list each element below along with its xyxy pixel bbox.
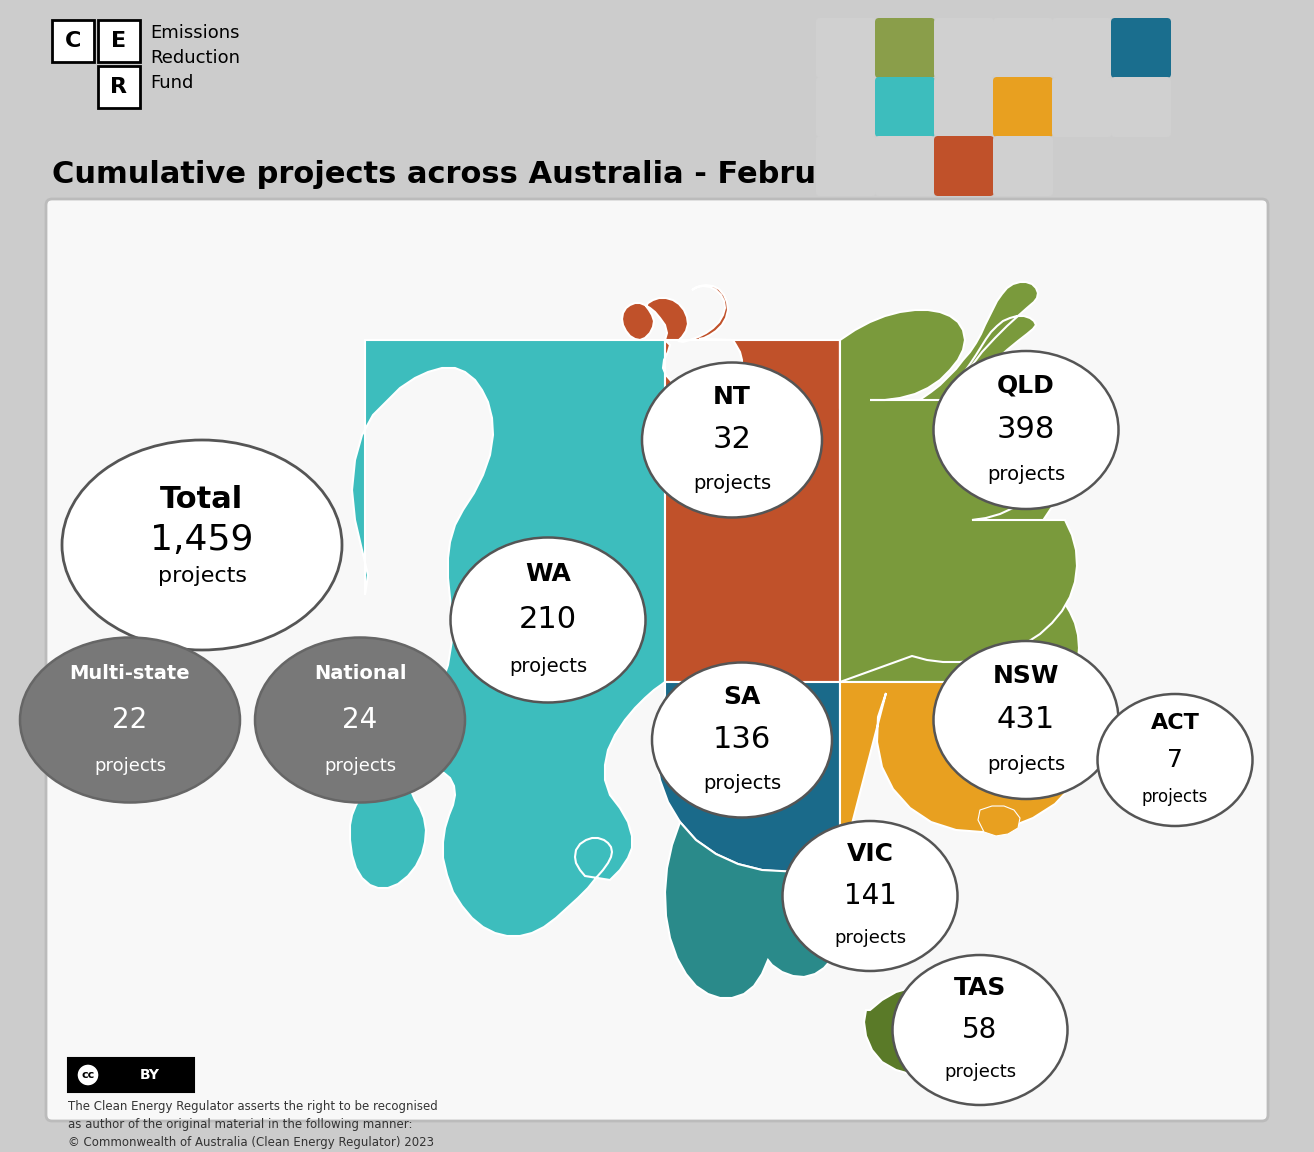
Bar: [99, 66, 141, 108]
Ellipse shape: [783, 821, 958, 971]
Text: Multi-state: Multi-state: [70, 665, 191, 683]
Text: projects: projects: [703, 774, 781, 793]
Text: WA: WA: [526, 562, 572, 586]
FancyBboxPatch shape: [934, 77, 993, 137]
Text: projects: projects: [987, 755, 1066, 774]
Text: TAS: TAS: [954, 976, 1007, 1000]
Text: 210: 210: [519, 606, 577, 635]
FancyBboxPatch shape: [1112, 77, 1171, 137]
FancyBboxPatch shape: [875, 77, 936, 137]
Text: 1,459: 1,459: [150, 523, 254, 558]
Ellipse shape: [892, 955, 1067, 1105]
Text: 7: 7: [1167, 748, 1183, 772]
FancyBboxPatch shape: [993, 136, 1053, 196]
FancyBboxPatch shape: [875, 136, 936, 196]
Ellipse shape: [933, 641, 1118, 799]
Text: 141: 141: [844, 882, 896, 910]
FancyBboxPatch shape: [1053, 18, 1112, 78]
Text: BY: BY: [141, 1068, 160, 1082]
FancyBboxPatch shape: [816, 18, 876, 78]
Polygon shape: [840, 282, 1084, 682]
Polygon shape: [840, 310, 1077, 682]
Ellipse shape: [255, 637, 465, 803]
Polygon shape: [665, 823, 840, 998]
Text: 22: 22: [113, 706, 147, 734]
Text: Total: Total: [160, 485, 243, 515]
Polygon shape: [840, 682, 1085, 870]
Text: E: E: [112, 31, 126, 51]
FancyBboxPatch shape: [46, 199, 1268, 1121]
Bar: [99, 20, 141, 62]
Text: cc: cc: [81, 1070, 95, 1081]
Text: 24: 24: [343, 706, 377, 734]
Text: 58: 58: [962, 1016, 997, 1044]
Text: 136: 136: [714, 726, 771, 755]
Polygon shape: [978, 806, 1020, 836]
Text: R: R: [110, 77, 127, 97]
Bar: [53, 20, 95, 62]
Polygon shape: [656, 682, 840, 872]
FancyBboxPatch shape: [816, 136, 876, 196]
Ellipse shape: [451, 538, 645, 703]
Polygon shape: [622, 285, 733, 342]
Text: QLD: QLD: [997, 373, 1055, 397]
Ellipse shape: [1097, 694, 1252, 826]
Text: projects: projects: [1142, 788, 1208, 806]
Text: projects: projects: [509, 657, 587, 676]
Text: NSW: NSW: [993, 664, 1059, 688]
Ellipse shape: [933, 351, 1118, 509]
Polygon shape: [664, 340, 840, 682]
FancyBboxPatch shape: [875, 18, 936, 78]
Ellipse shape: [643, 363, 823, 517]
Ellipse shape: [20, 637, 240, 803]
Ellipse shape: [62, 440, 342, 650]
Text: National: National: [314, 665, 406, 683]
FancyBboxPatch shape: [1112, 18, 1171, 78]
FancyBboxPatch shape: [993, 77, 1053, 137]
Bar: [68, 1058, 194, 1092]
Text: NT: NT: [714, 385, 750, 409]
FancyBboxPatch shape: [934, 136, 993, 196]
Text: 32: 32: [712, 425, 752, 455]
Polygon shape: [865, 988, 959, 1074]
Text: Cumulative projects across Australia - February 2023: Cumulative projects across Australia - F…: [53, 160, 967, 189]
Text: VIC: VIC: [846, 842, 894, 866]
FancyBboxPatch shape: [934, 18, 993, 78]
Text: projects: projects: [987, 464, 1066, 484]
Text: C: C: [64, 31, 81, 51]
FancyBboxPatch shape: [993, 18, 1053, 78]
Text: projects: projects: [692, 473, 771, 493]
Text: projects: projects: [943, 1063, 1016, 1081]
Circle shape: [78, 1064, 99, 1086]
Text: 398: 398: [997, 416, 1055, 445]
Text: Emissions
Reduction
Fund: Emissions Reduction Fund: [150, 24, 240, 92]
Text: 431: 431: [997, 705, 1055, 735]
FancyBboxPatch shape: [816, 77, 876, 137]
Text: ACT: ACT: [1151, 713, 1200, 733]
Text: SA: SA: [723, 684, 761, 708]
Text: The Clean Energy Regulator asserts the right to be recognised
as author of the o: The Clean Energy Regulator asserts the r…: [68, 1100, 438, 1149]
Polygon shape: [350, 340, 665, 935]
Text: projects: projects: [158, 566, 247, 586]
FancyBboxPatch shape: [1053, 77, 1112, 137]
Text: projects: projects: [834, 929, 907, 947]
Text: projects: projects: [93, 757, 166, 775]
Text: projects: projects: [325, 757, 396, 775]
Ellipse shape: [652, 662, 832, 818]
